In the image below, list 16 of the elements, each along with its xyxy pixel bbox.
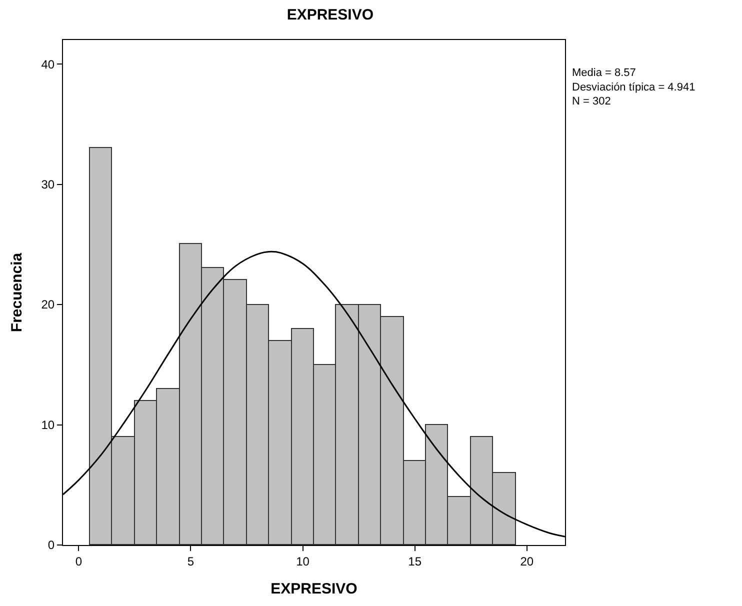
x-tick-label: 0 bbox=[75, 554, 82, 568]
x-tick-label: 15 bbox=[408, 554, 422, 568]
chart-title: EXPRESIVO bbox=[286, 6, 374, 24]
x-tick-label: 20 bbox=[520, 554, 534, 568]
y-tick-label: 10 bbox=[41, 418, 55, 432]
text: Media = 8.57 bbox=[572, 67, 636, 79]
x-tick-label: 5 bbox=[187, 554, 194, 568]
x-tick-label: 10 bbox=[296, 554, 310, 568]
y-tick-label: 0 bbox=[48, 538, 55, 552]
y-axis-title: Frecuencia bbox=[8, 252, 26, 332]
y-tick-label: 20 bbox=[41, 298, 55, 312]
y-tick-label: 30 bbox=[41, 177, 55, 192]
x-axis-title: EXPRESIVO bbox=[270, 580, 358, 598]
text: N = 302 bbox=[572, 96, 611, 108]
y-tick-label: 40 bbox=[41, 57, 55, 72]
text: Desviación típica = 4.941 bbox=[572, 81, 696, 94]
